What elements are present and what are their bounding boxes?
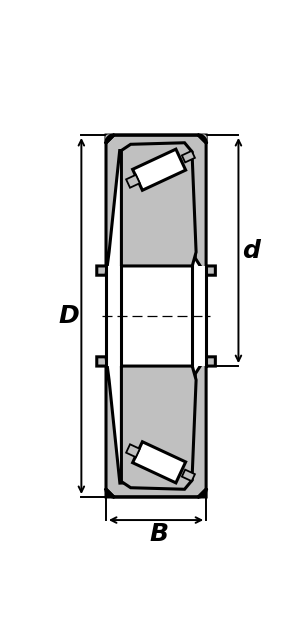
Circle shape bbox=[106, 135, 111, 139]
Polygon shape bbox=[122, 366, 196, 489]
Polygon shape bbox=[133, 442, 186, 483]
Polygon shape bbox=[122, 142, 196, 266]
Circle shape bbox=[202, 135, 206, 139]
Text: d: d bbox=[242, 239, 260, 262]
Bar bbox=[192, 266, 206, 366]
Polygon shape bbox=[126, 175, 140, 188]
Text: B: B bbox=[150, 522, 169, 546]
Bar bbox=[106, 266, 122, 366]
Polygon shape bbox=[126, 444, 140, 458]
Polygon shape bbox=[108, 138, 204, 149]
Polygon shape bbox=[97, 135, 215, 275]
Polygon shape bbox=[182, 469, 195, 481]
Text: D: D bbox=[59, 304, 80, 328]
Polygon shape bbox=[133, 149, 186, 190]
Polygon shape bbox=[182, 151, 195, 162]
Polygon shape bbox=[97, 357, 215, 497]
